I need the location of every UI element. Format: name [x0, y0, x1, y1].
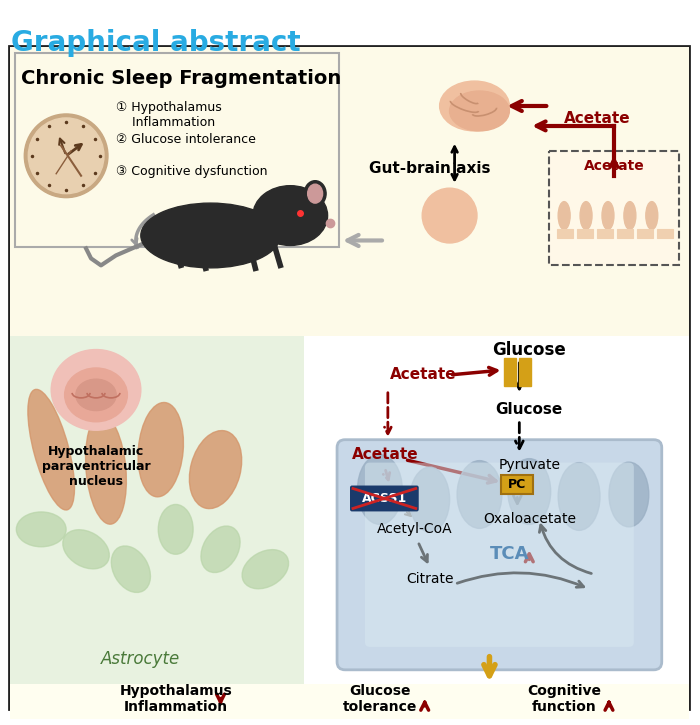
Text: Oxaloacetate: Oxaloacetate [483, 513, 576, 526]
Ellipse shape [304, 181, 326, 207]
Ellipse shape [440, 81, 510, 131]
Text: Chronic Sleep Fragmentation: Chronic Sleep Fragmentation [21, 69, 342, 88]
FancyBboxPatch shape [337, 439, 662, 670]
Text: PC: PC [508, 478, 526, 491]
Text: Citrate: Citrate [406, 572, 454, 587]
Ellipse shape [646, 202, 658, 230]
Ellipse shape [422, 188, 477, 243]
Ellipse shape [28, 389, 74, 510]
Ellipse shape [111, 546, 150, 592]
Bar [577, 228, 593, 239]
Text: Pyruvate: Pyruvate [498, 457, 560, 471]
Ellipse shape [242, 550, 288, 589]
Text: Glucose
tolerance: Glucose tolerance [343, 684, 417, 714]
FancyBboxPatch shape [10, 336, 304, 708]
Ellipse shape [141, 203, 280, 268]
Ellipse shape [190, 431, 242, 509]
Text: Graphical abstract: Graphical abstract [11, 29, 301, 57]
Text: Acetate: Acetate [584, 159, 644, 173]
Ellipse shape [308, 184, 323, 203]
Ellipse shape [76, 379, 116, 410]
Text: Acetate: Acetate [351, 447, 418, 462]
Text: Hypothalamic
paraventricular
nucleus: Hypothalamic paraventricular nucleus [42, 444, 150, 488]
FancyBboxPatch shape [501, 475, 533, 494]
Ellipse shape [580, 202, 592, 230]
Bar [657, 228, 673, 239]
FancyBboxPatch shape [350, 486, 419, 511]
Ellipse shape [64, 368, 127, 422]
Ellipse shape [201, 526, 240, 573]
Text: ② Glucose intolerance: ② Glucose intolerance [116, 133, 256, 146]
Text: TCA: TCA [489, 545, 529, 563]
Text: Gut-brain axis: Gut-brain axis [369, 161, 491, 176]
Ellipse shape [602, 202, 614, 230]
Bar [617, 228, 633, 239]
FancyBboxPatch shape [10, 684, 689, 718]
FancyBboxPatch shape [10, 47, 689, 336]
Text: Astrocyte: Astrocyte [102, 650, 181, 668]
Text: Hypothalamus
Inflammation: Hypothalamus Inflammation [119, 684, 232, 714]
Text: ③ Cognitive dysfunction: ③ Cognitive dysfunction [116, 165, 267, 178]
FancyBboxPatch shape [365, 463, 634, 647]
Text: ACSS1: ACSS1 [362, 492, 407, 505]
Bar [597, 228, 613, 239]
Ellipse shape [410, 467, 449, 532]
Ellipse shape [51, 349, 141, 430]
Ellipse shape [609, 462, 649, 527]
Text: ① Hypothalamus
    Inflammation: ① Hypothalamus Inflammation [116, 101, 222, 129]
Ellipse shape [358, 455, 402, 524]
Text: Acetate: Acetate [390, 368, 456, 383]
Circle shape [28, 118, 104, 194]
Circle shape [25, 114, 108, 198]
Ellipse shape [16, 512, 66, 547]
Text: Glucose: Glucose [496, 402, 563, 418]
FancyBboxPatch shape [15, 53, 339, 247]
Ellipse shape [158, 505, 193, 554]
Ellipse shape [449, 91, 510, 131]
Ellipse shape [253, 186, 328, 246]
FancyBboxPatch shape [10, 336, 689, 708]
FancyBboxPatch shape [550, 151, 679, 265]
Text: Acetate: Acetate [564, 112, 631, 126]
Bar [519, 358, 531, 386]
FancyBboxPatch shape [9, 46, 689, 708]
Ellipse shape [138, 402, 183, 497]
Ellipse shape [508, 459, 551, 524]
Bar [637, 228, 653, 239]
Ellipse shape [558, 463, 600, 531]
Ellipse shape [63, 530, 109, 569]
Ellipse shape [85, 415, 127, 524]
Bar [505, 358, 517, 386]
Text: Acetyl-CoA: Acetyl-CoA [377, 522, 453, 536]
Ellipse shape [624, 202, 636, 230]
Text: Glucose: Glucose [492, 341, 566, 359]
Bar [557, 228, 573, 239]
Ellipse shape [457, 460, 502, 529]
Text: Cognitive
function: Cognitive function [527, 684, 601, 714]
Ellipse shape [558, 202, 570, 230]
